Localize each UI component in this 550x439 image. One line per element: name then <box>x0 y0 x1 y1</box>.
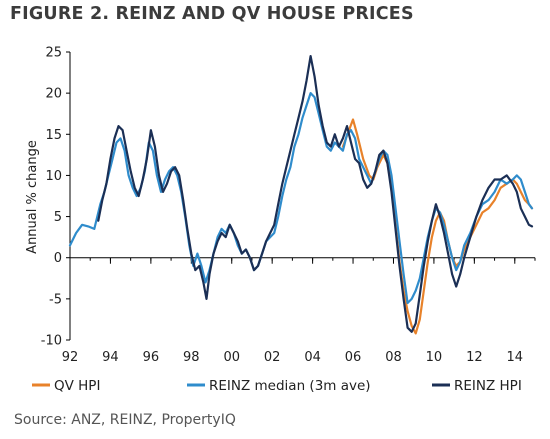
x-tick-label: 10 <box>426 350 443 365</box>
series-line-3 <box>97 55 534 333</box>
x-tick-label: 14 <box>507 350 524 365</box>
series-line-2 <box>68 92 534 305</box>
legend-label: REINZ median (3m ave) <box>209 378 371 394</box>
y-tick-label: 5 <box>54 210 62 225</box>
chart-title: FIGURE 2. REINZ AND QV HOUSE PRICES <box>10 4 414 24</box>
series-line-1 <box>341 118 534 335</box>
y-axis-label: Annual % change <box>25 140 40 254</box>
x-tick-label: 08 <box>385 350 402 365</box>
y-tick-label: -10 <box>41 334 62 349</box>
y-tick-label: 15 <box>45 128 62 143</box>
y-axis: -10 -5 0 5 10 15 20 25 <box>41 46 71 349</box>
x-tick-label: 02 <box>264 350 281 365</box>
x-axis: 92 94 96 98 00 02 04 06 08 10 12 14 <box>62 257 536 365</box>
x-tick-label: 98 <box>183 350 200 365</box>
y-tick-label: 0 <box>54 251 62 266</box>
x-tick-label: 92 <box>62 350 79 365</box>
legend: QV HPI REINZ median (3m ave) REINZ HPI <box>32 378 522 394</box>
legend-label: REINZ HPI <box>454 378 522 394</box>
series-layer <box>68 55 534 335</box>
x-tick-label: 06 <box>345 350 362 365</box>
x-tick-label: 00 <box>223 350 240 365</box>
legend-label: QV HPI <box>54 378 100 394</box>
y-tick-label: 20 <box>45 87 62 102</box>
x-tick-label: 94 <box>102 350 119 365</box>
source-note: Source: ANZ, REINZ, PropertyIQ <box>14 412 236 428</box>
y-tick-label: 25 <box>45 46 62 61</box>
y-tick-label: -5 <box>49 292 62 307</box>
x-tick-label: 12 <box>466 350 483 365</box>
x-tick-label: 96 <box>143 350 160 365</box>
x-tick-label: 04 <box>304 350 321 365</box>
y-tick-label: 10 <box>45 169 62 184</box>
